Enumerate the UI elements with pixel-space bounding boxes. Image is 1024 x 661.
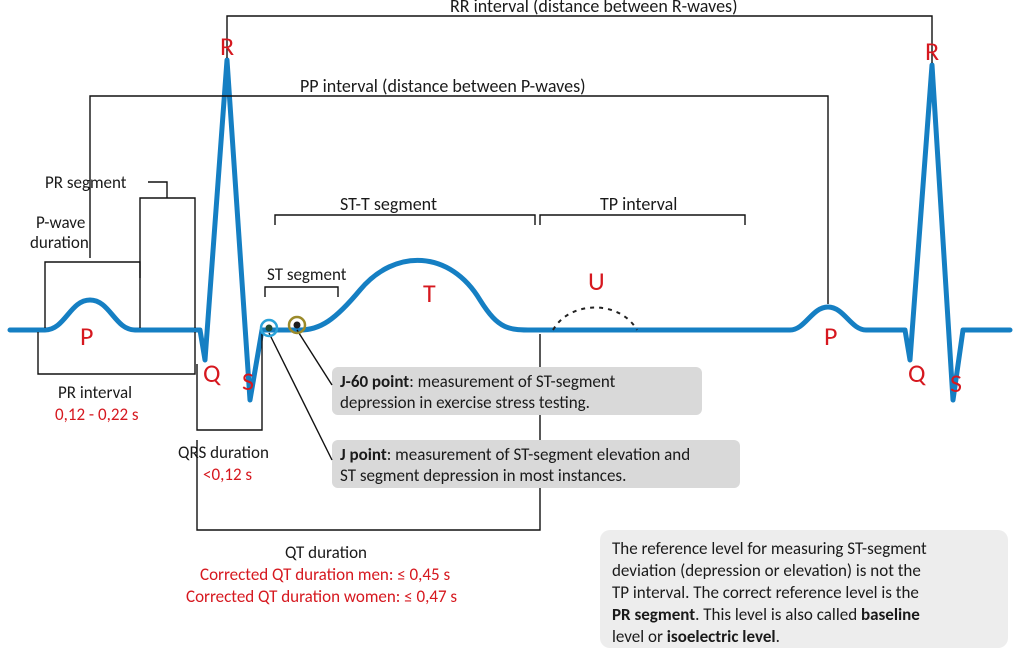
pp-label: PP interval (distance between P-waves)	[300, 75, 586, 97]
wave-s-label: S	[242, 365, 254, 397]
wave-r-label: R	[220, 30, 234, 62]
j-callout-line: J point: measurement of ST-segment eleva…	[340, 444, 690, 465]
j60-callout-line: J-60 point: measurement of ST-segment	[340, 371, 616, 392]
j-callout-line: ST segment depression in most instances.	[340, 465, 626, 486]
wave-t-label: T	[423, 277, 436, 309]
reference-note-line: The reference level for measuring ST-seg…	[612, 538, 927, 559]
j60-callout-line: depression in exercise stress testing.	[340, 392, 590, 413]
wave-p2-label: P	[824, 320, 837, 352]
wave-q-label: Q	[203, 357, 221, 389]
qt-label: QT duration	[285, 542, 367, 563]
wave-s2-label: S	[950, 367, 962, 399]
wave-r2-label: R	[925, 35, 939, 67]
pwave-dur-2: duration	[30, 232, 89, 253]
qt-men: Corrected QT duration men: ≤ 0,45 s	[200, 564, 450, 585]
wave-p-label: P	[80, 320, 93, 352]
reference-note-line: deviation (depression or elevation) is n…	[612, 560, 921, 581]
tp-label: TP interval	[600, 193, 677, 215]
pr-segment-label: PR segment	[45, 172, 127, 193]
wave-q2-label: Q	[908, 357, 926, 389]
reference-note-line: PR segment. This level is also called ba…	[612, 604, 920, 625]
qrs-label: QRS duration	[178, 442, 269, 463]
rr-label: RR interval (distance between R-waves)	[450, 0, 738, 17]
stt-label: ST-T segment	[340, 193, 437, 215]
j-marker-dot	[266, 325, 273, 332]
reference-note-line: level or isoelectric level.	[612, 626, 780, 647]
pr-interval-value: 0,12 - 0,22 s	[55, 404, 139, 425]
qrs-value: <0,12 s	[203, 464, 252, 485]
wave-u-label: U	[588, 265, 605, 297]
st-segment-label: ST segment	[267, 264, 347, 285]
reference-note-line: TP interval. The correct reference level…	[612, 582, 919, 603]
j60-marker-dot	[294, 322, 301, 329]
pwave-dur-1: P-wave	[36, 212, 85, 233]
pr-interval-label: PR interval	[58, 382, 132, 403]
qt-women: Corrected QT duration women: ≤ 0,47 s	[186, 586, 457, 607]
